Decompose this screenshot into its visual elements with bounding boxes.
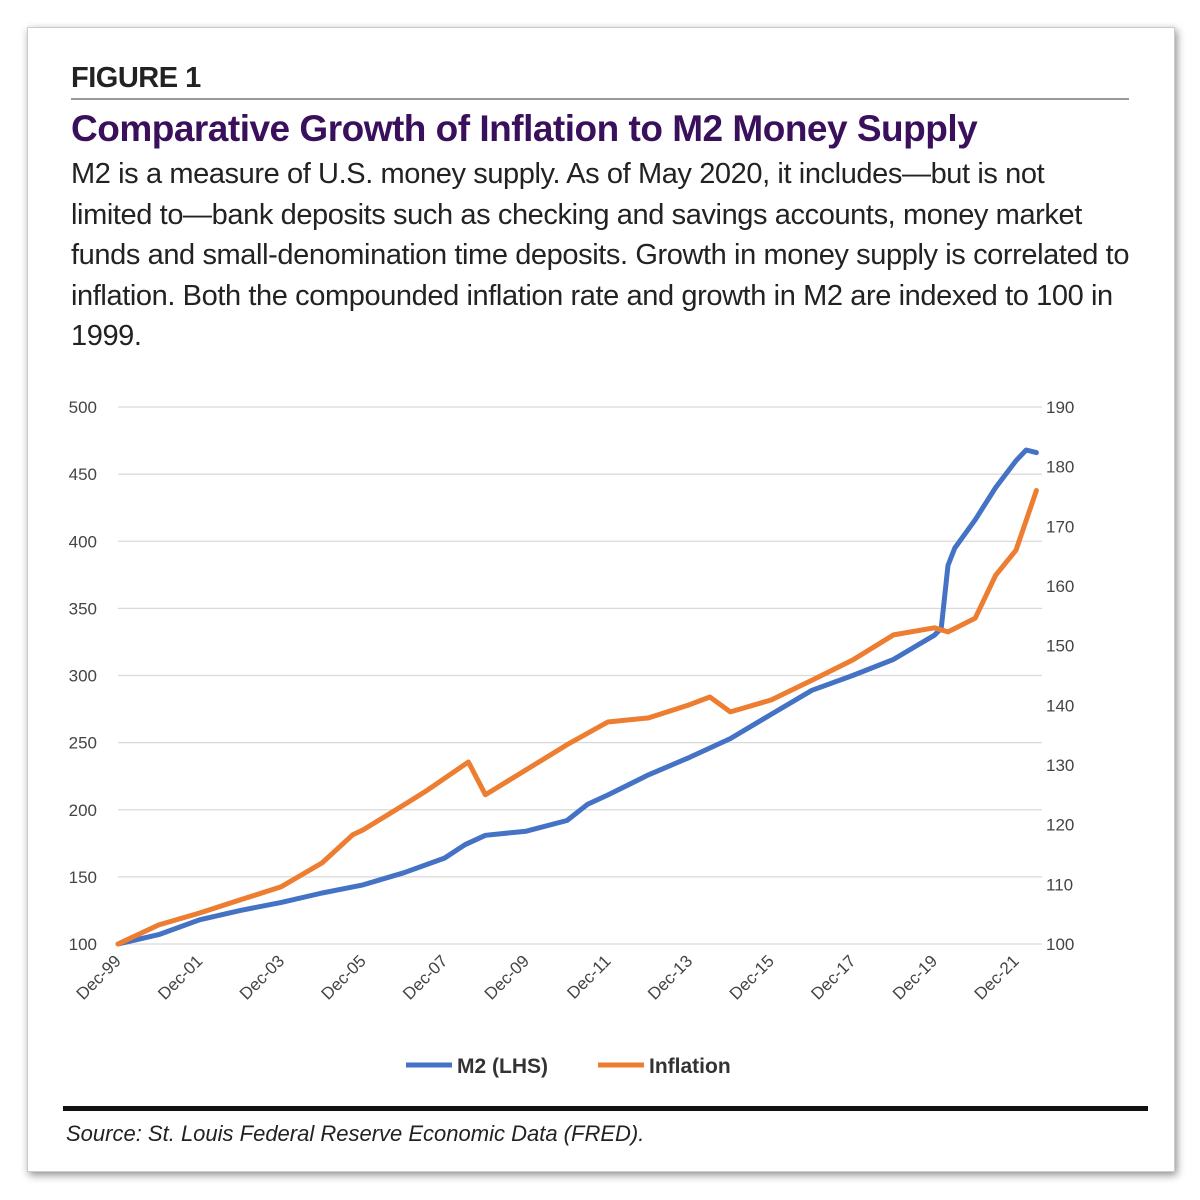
x-tick-label: Dec-05 bbox=[318, 951, 370, 1003]
y-right-tick-label: 120 bbox=[1046, 816, 1074, 835]
x-tick-label: Dec-07 bbox=[399, 951, 451, 1003]
x-tick-label: Dec-09 bbox=[481, 951, 533, 1003]
y-left-tick-label: 350 bbox=[69, 599, 97, 618]
y-left-tick-label: 300 bbox=[69, 667, 97, 686]
chart-title: Comparative Growth of Inflation to M2 Mo… bbox=[71, 108, 978, 149]
x-tick-label: Dec-13 bbox=[644, 951, 696, 1003]
y-left-tick-label: 100 bbox=[69, 935, 97, 954]
y-left-tick-label: 250 bbox=[69, 734, 97, 753]
footer-rule bbox=[63, 1106, 1148, 1111]
y-right-tick-label: 130 bbox=[1046, 756, 1074, 775]
legend-label: M2 (LHS) bbox=[457, 1055, 548, 1078]
x-tick-label: Dec-15 bbox=[726, 951, 778, 1003]
source-note: Source: St. Louis Federal Reserve Econom… bbox=[66, 1121, 645, 1146]
y-left-tick-label: 450 bbox=[69, 465, 97, 484]
y-right-tick-label: 190 bbox=[1046, 398, 1074, 417]
y-left-tick-label: 400 bbox=[69, 532, 97, 551]
series-line-m2 bbox=[115, 447, 1039, 947]
chart-description: M2 is a measure of U.S. money supply. As… bbox=[71, 158, 1130, 352]
figure-label: FIGURE 1 bbox=[71, 62, 201, 94]
y-left-tick-label: 500 bbox=[69, 398, 97, 417]
x-tick-label: Dec-21 bbox=[971, 951, 1023, 1003]
y-right-tick-label: 160 bbox=[1046, 577, 1074, 596]
x-tick-label: Dec-99 bbox=[73, 951, 125, 1003]
x-tick-label: Dec-11 bbox=[563, 951, 614, 1002]
y-right-tick-label: 170 bbox=[1046, 517, 1074, 536]
y-right-tick-label: 100 bbox=[1046, 935, 1074, 954]
series-line-inflation bbox=[115, 488, 1039, 947]
y-right-tick-label: 150 bbox=[1046, 637, 1074, 656]
y-left-tick-label: 150 bbox=[69, 868, 97, 887]
x-tick-label: Dec-01 bbox=[154, 951, 206, 1003]
y-right-tick-label: 180 bbox=[1046, 458, 1074, 477]
x-tick-label: Dec-19 bbox=[889, 951, 941, 1003]
y-left-tick-label: 200 bbox=[69, 801, 97, 820]
legend-label: Inflation bbox=[649, 1055, 731, 1078]
x-tick-label: Dec-03 bbox=[236, 951, 288, 1003]
y-right-tick-label: 110 bbox=[1046, 875, 1073, 894]
x-tick-label: Dec-17 bbox=[807, 951, 859, 1003]
y-right-tick-label: 140 bbox=[1046, 696, 1074, 715]
header-rule bbox=[71, 98, 1129, 100]
